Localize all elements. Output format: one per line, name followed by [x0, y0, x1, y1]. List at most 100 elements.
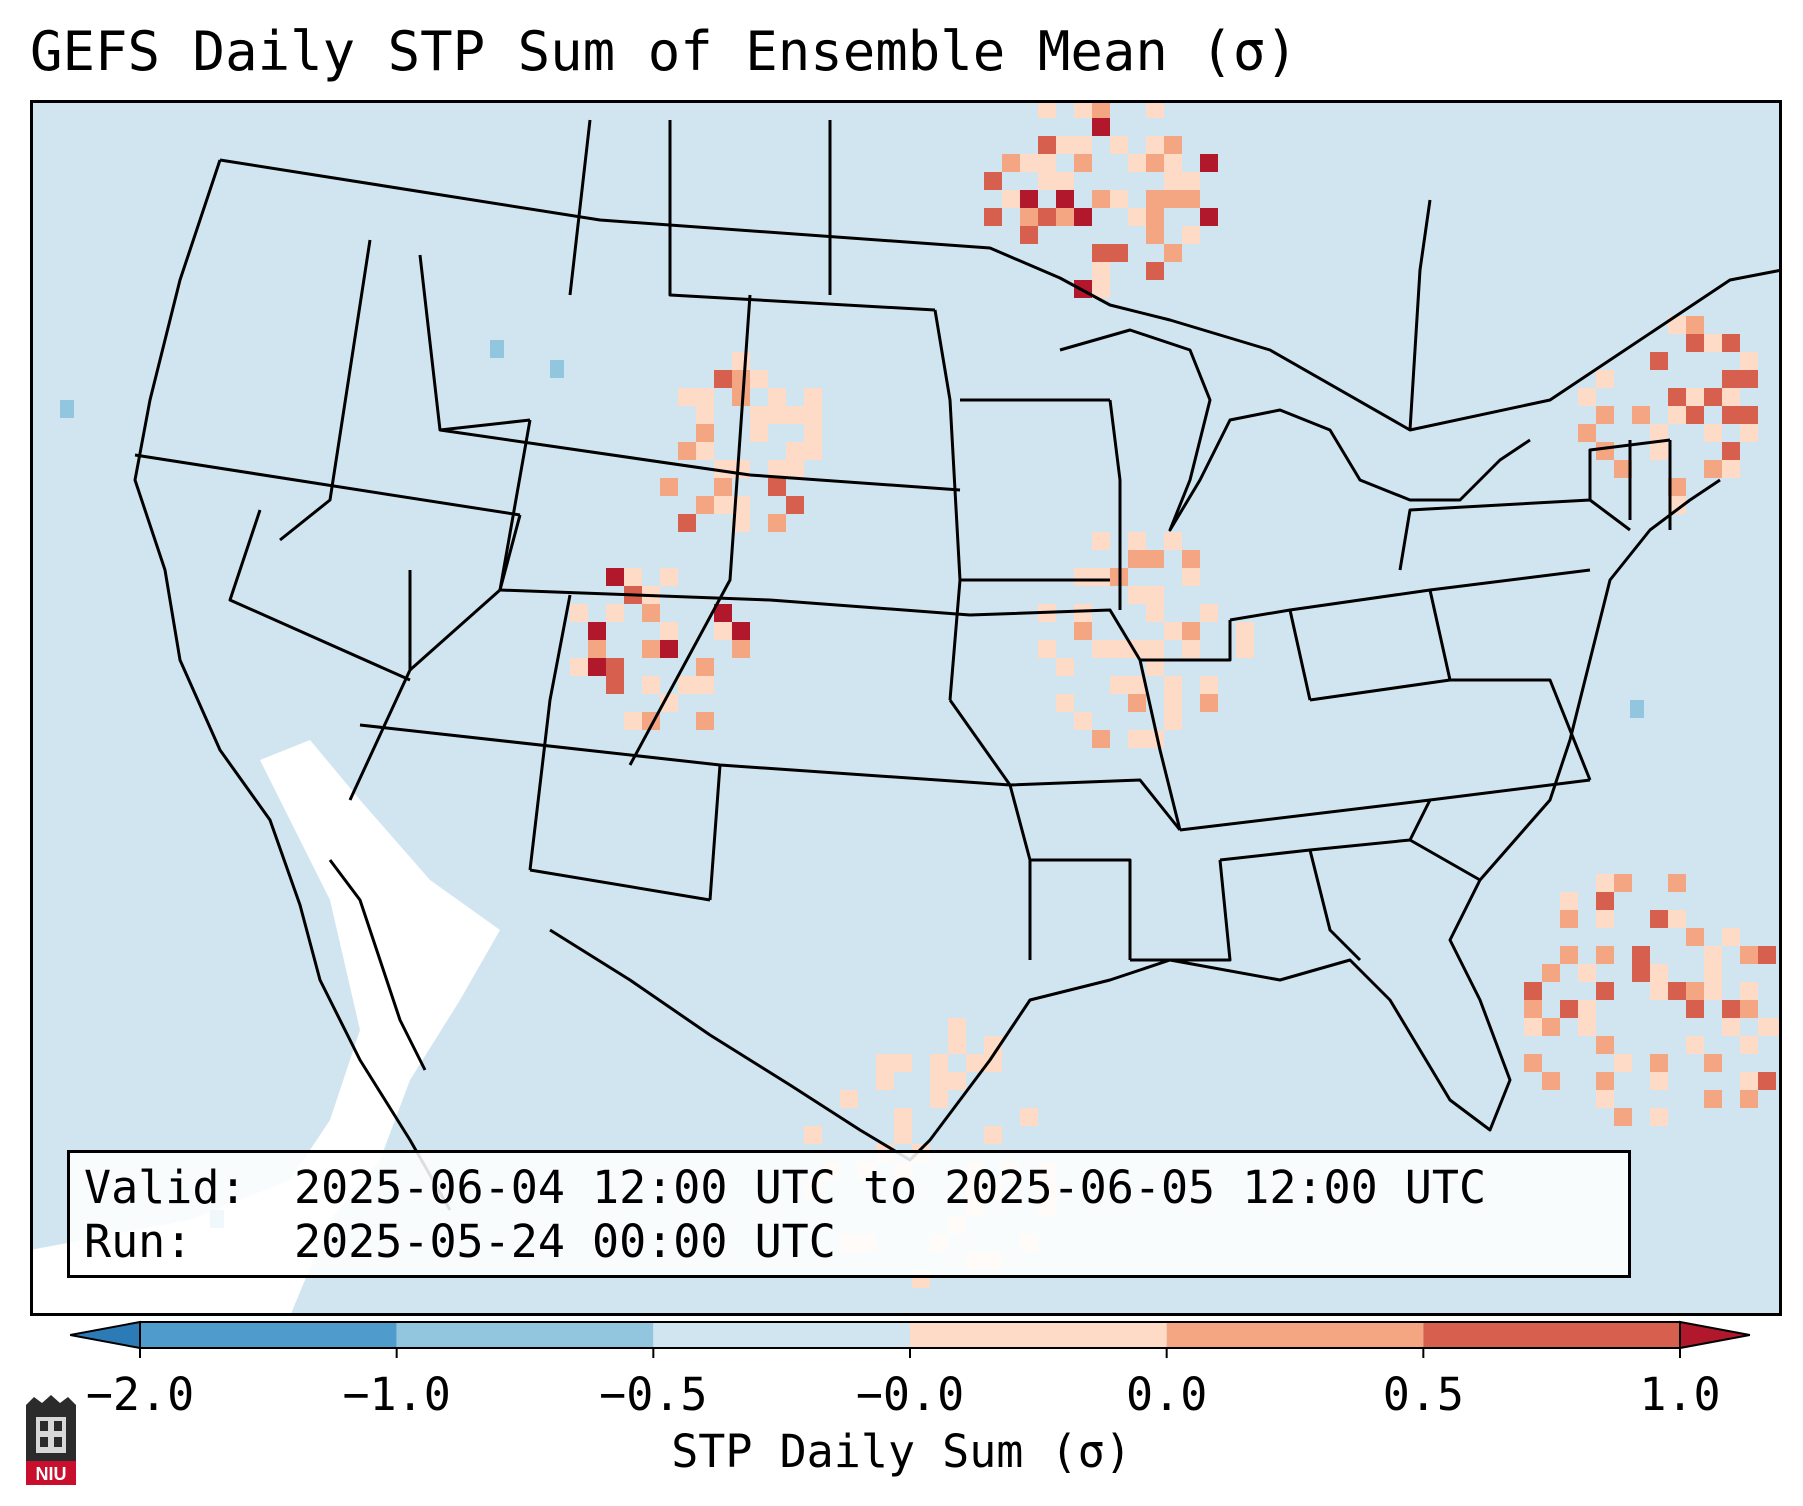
field-cell-6 — [1020, 154, 1038, 172]
field-cell-84 — [804, 388, 822, 406]
field-cell-304 — [1650, 442, 1668, 460]
field-cell-339 — [876, 1072, 894, 1090]
field-cell-205 — [1740, 946, 1758, 964]
field-cell-143 — [606, 676, 624, 694]
field-cell-210 — [1596, 1072, 1614, 1090]
field-cell-150 — [1128, 730, 1146, 748]
field-cell-21 — [1020, 190, 1038, 208]
field-cell-20 — [1146, 154, 1164, 172]
west-coast — [133, 159, 452, 1211]
field-cell-10 — [1056, 136, 1074, 154]
field-cell-64 — [1146, 208, 1164, 226]
field-cell-244 — [1650, 1072, 1668, 1090]
field-cell-252 — [1596, 892, 1614, 910]
field-cell-123 — [678, 676, 696, 694]
field-cell-239 — [1650, 964, 1668, 982]
field-cell-285 — [1722, 370, 1740, 388]
field-cell-99 — [768, 388, 786, 406]
field-cell-87 — [714, 370, 732, 388]
field-cell-265 — [1722, 928, 1740, 946]
field-cell-269 — [1524, 1054, 1542, 1072]
field-cell-130 — [570, 658, 588, 676]
cbar-tick-label-5: 0.5 — [1383, 1368, 1464, 1418]
field-cell-12 — [1038, 154, 1056, 172]
field-cell-15 — [1146, 136, 1164, 154]
field-cell-257 — [1740, 1000, 1758, 1018]
field-cell-114 — [570, 604, 588, 622]
field-cell-78 — [750, 424, 768, 442]
field-cell-255 — [1614, 1054, 1632, 1072]
field-cell-242 — [1668, 910, 1686, 928]
field-cell-295 — [1668, 316, 1686, 334]
field-cell-283 — [1740, 424, 1758, 442]
field-cell-175 — [1164, 532, 1182, 550]
field-cell-281 — [1668, 406, 1686, 424]
field-cell-267 — [1686, 928, 1704, 946]
field-cell-183 — [1092, 640, 1110, 658]
field-cell-34 — [1128, 154, 1146, 172]
cbar-extend-low — [70, 1320, 141, 1350]
field-cell-197 — [1164, 622, 1182, 640]
field-cell-163 — [1128, 550, 1146, 568]
field-cell-60 — [1056, 190, 1074, 208]
field-cell-193 — [1092, 532, 1110, 550]
field-cell-276 — [1578, 424, 1596, 442]
field-cell-335 — [930, 1054, 948, 1072]
field-cell-299 — [1740, 406, 1758, 424]
field-cell-42 — [1092, 244, 1110, 262]
cbar-segment-2 — [396, 1322, 654, 1348]
field-cell-67 — [1038, 172, 1056, 190]
field-cell-288 — [1686, 388, 1704, 406]
field-cell-155 — [1146, 640, 1164, 658]
field-cell-132 — [660, 568, 678, 586]
no-data-region — [30, 740, 500, 1316]
field-cell-321 — [984, 1054, 1002, 1072]
field-cell-296 — [1704, 460, 1722, 478]
field-cell-117 — [714, 622, 732, 640]
field-cell-273 — [1740, 370, 1758, 388]
cbar-tick-label-0: −2.0 — [86, 1368, 194, 1418]
field-cell-14 — [1182, 226, 1200, 244]
field-cell-97 — [768, 478, 786, 496]
field-cell-187 — [1110, 640, 1128, 658]
field-cell-76 — [714, 460, 732, 478]
field-cell-104 — [696, 442, 714, 460]
field-cell-258 — [1650, 1054, 1668, 1072]
field-cell-134 — [660, 622, 678, 640]
field-cell-144 — [696, 712, 714, 730]
field-cell-215 — [1704, 964, 1722, 982]
field-cell-253 — [1596, 1090, 1614, 1108]
field-cell-196 — [1146, 586, 1164, 604]
field-cell-167 — [1128, 694, 1146, 712]
field-cell-298 — [1650, 424, 1668, 442]
field-cell-35 — [1146, 262, 1164, 280]
field-cell-272 — [1596, 406, 1614, 424]
field-cell-69 — [1056, 208, 1074, 226]
field-cell-259 — [1596, 910, 1614, 928]
field-cell-48 — [1074, 100, 1092, 118]
field-cell-116 — [606, 604, 624, 622]
field-cell-306 — [1686, 334, 1704, 352]
field-cell-292 — [1614, 460, 1632, 478]
field-cell-241 — [1578, 1000, 1596, 1018]
field-cell-81 — [786, 460, 804, 478]
valid-line: Valid: 2025-06-04 12:00 UTC to 2025-06-05… — [84, 1161, 1614, 1215]
field-cell-216 — [1560, 1000, 1578, 1018]
field-cell-271 — [1722, 406, 1740, 424]
field-cell-351 — [948, 1072, 966, 1090]
field-cell-297 — [1596, 370, 1614, 388]
run-value: 2025-05-24 00:00 UTC — [294, 1215, 836, 1268]
cbar-tick-label-2: −0.5 — [599, 1368, 707, 1418]
field-cell-192 — [1056, 694, 1074, 712]
field-cell-181 — [1146, 658, 1164, 676]
run-line: Run: 2025-05-24 00:00 UTC — [84, 1215, 1614, 1269]
field-cell-49 — [1074, 208, 1092, 226]
field-cell-231 — [1542, 1072, 1560, 1090]
field-cell-348 — [966, 1054, 984, 1072]
cbar-tick-label-1: −1.0 — [342, 1368, 450, 1418]
field-cell-47 — [1092, 118, 1110, 136]
field-cell-115 — [624, 712, 642, 730]
field-cell-25 — [1200, 154, 1218, 172]
field-cell-262 — [1758, 1018, 1776, 1036]
field-cell-247 — [1740, 982, 1758, 1000]
